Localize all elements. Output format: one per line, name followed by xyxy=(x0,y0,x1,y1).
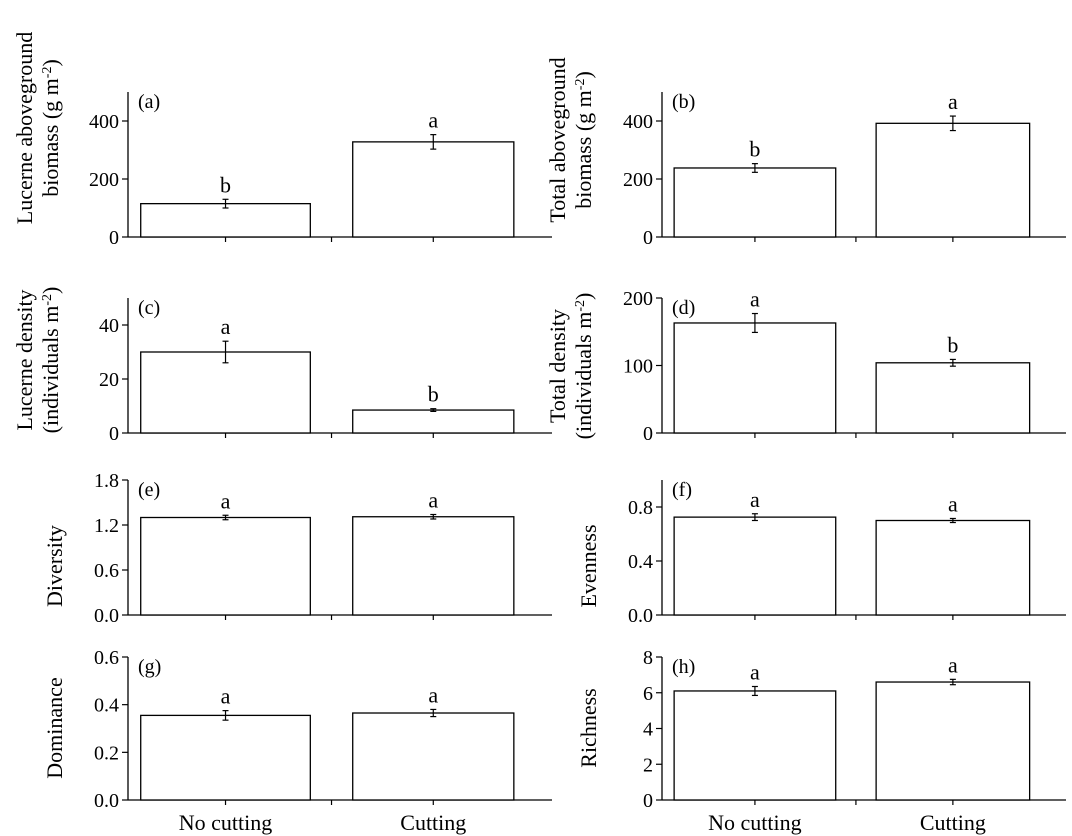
y-axis-title-units: (individuals m-2) xyxy=(571,293,596,440)
y-axis-title: Total aboveground xyxy=(545,57,570,222)
y-tick-label: 400 xyxy=(623,111,653,133)
panel-label: (d) xyxy=(672,297,695,319)
x-category-label: Cutting xyxy=(400,810,466,835)
bar-cutting xyxy=(875,519,1031,616)
y-tick-label: 200 xyxy=(623,169,653,191)
y-axis-title: Total density xyxy=(545,309,570,423)
panel-label: (c) xyxy=(138,297,160,319)
panel-d: 0 100 200 a b (d) Total density (individuals m-… xyxy=(545,287,1066,445)
significance-letter: a xyxy=(428,108,438,133)
bar-no-cutting xyxy=(673,690,837,801)
significance-letter: a xyxy=(221,488,231,513)
bar-cutting xyxy=(352,516,515,616)
significance-letter: b xyxy=(947,332,958,357)
bar-cutting xyxy=(875,681,1031,801)
y-tick-label: 20 xyxy=(99,369,119,391)
y-tick-label: 0.0 xyxy=(94,605,119,627)
y-axis-title: Diversity xyxy=(42,525,67,607)
significance-letter: a xyxy=(750,487,760,512)
bar-no-cutting xyxy=(673,322,837,434)
significance-letter: a xyxy=(428,488,438,513)
y-axis-title-units: (individuals m-2) xyxy=(38,287,63,434)
y-tick-label: 200 xyxy=(89,169,119,191)
significance-letter: a xyxy=(750,659,760,684)
significance-letter: a xyxy=(750,287,760,312)
panel-h: 0 2 4 6 8 a a (h) Richness No cutting Cutting xyxy=(576,647,1066,835)
y-tick-label: 4 xyxy=(643,719,653,741)
bar-cutting xyxy=(875,362,1031,434)
panel-label: (a) xyxy=(138,91,160,113)
y-tick-label: 0.0 xyxy=(94,790,119,812)
y-axis-title-units: biomass (g m-2) xyxy=(571,71,596,209)
y-tick-label: 0.6 xyxy=(94,560,119,582)
y-axis-title-units: biomass (g m-2) xyxy=(38,59,63,197)
panel-e: 0.0 0.6 1.2 1.8 a a (e) Diversity xyxy=(42,470,552,627)
bar-no-cutting xyxy=(140,351,311,434)
significance-letter: a xyxy=(948,89,958,114)
panel-label: (h) xyxy=(672,656,695,678)
x-category-label: No cutting xyxy=(179,810,273,835)
x-category-label: Cutting xyxy=(920,810,986,835)
y-tick-label: 2 xyxy=(643,754,653,776)
significance-letter: a xyxy=(221,684,231,709)
y-tick-label: 0.4 xyxy=(628,551,653,573)
significance-letter: a xyxy=(948,652,958,677)
panel-f: 0.0 0.4 0.8 a a (f) Evenness xyxy=(576,479,1066,627)
panel-g: 0.0 0.2 0.4 0.6 a a (g) Dominance No cutting Cutt… xyxy=(42,647,552,835)
bar-no-cutting xyxy=(673,167,837,238)
y-tick-label: 1.8 xyxy=(94,470,119,492)
bar-cutting xyxy=(352,409,515,434)
x-category-label: No cutting xyxy=(708,810,802,835)
y-axis-title: Lucerne aboveground xyxy=(12,32,37,224)
y-tick-label: 0.6 xyxy=(94,647,119,669)
panel-label: (e) xyxy=(138,479,160,501)
panel-b: 0 200 400 b a (b) Total aboveground biomass (g … xyxy=(545,57,1066,249)
y-axis-title: Richness xyxy=(576,688,601,767)
y-tick-label: 0 xyxy=(643,423,653,445)
panel-label: (f) xyxy=(672,479,692,501)
bar-cutting xyxy=(875,122,1031,238)
y-tick-label: 400 xyxy=(89,111,119,133)
y-tick-label: 0 xyxy=(109,227,119,249)
y-tick-label: 8 xyxy=(643,647,653,669)
significance-letter: b xyxy=(220,172,231,197)
significance-letter: a xyxy=(948,491,958,516)
y-tick-label: 0 xyxy=(643,227,653,249)
bar-cutting xyxy=(352,712,515,801)
panel-c: 0 20 40 a b (c) Lucerne density (individuals m-… xyxy=(12,287,552,445)
bar-no-cutting xyxy=(140,714,311,801)
y-tick-label: 0.2 xyxy=(94,742,119,764)
y-axis-title: Lucerne density xyxy=(12,289,37,430)
bar-no-cutting xyxy=(140,516,311,616)
panel-a: 0 200 400 b a (a) Lucerne aboveground biomass (… xyxy=(12,32,552,249)
y-axis-title: Dominance xyxy=(42,677,67,778)
panel-label: (g) xyxy=(138,656,161,678)
bar-no-cutting xyxy=(673,516,837,616)
significance-letter: a xyxy=(221,314,231,339)
y-tick-label: 0.8 xyxy=(628,497,653,519)
y-tick-label: 0.4 xyxy=(94,695,119,717)
y-tick-label: 0 xyxy=(109,423,119,445)
bar-cutting xyxy=(352,141,515,238)
bar-no-cutting xyxy=(140,202,311,238)
y-tick-label: 0 xyxy=(643,790,653,812)
y-tick-label: 100 xyxy=(623,356,653,378)
y-tick-label: 1.2 xyxy=(94,515,119,537)
significance-letter: b xyxy=(749,137,760,162)
y-tick-label: 6 xyxy=(643,683,653,705)
significance-letter: b xyxy=(428,382,439,407)
y-tick-label: 200 xyxy=(623,288,653,310)
y-axis-title: Evenness xyxy=(576,524,601,607)
y-tick-label: 0.0 xyxy=(628,605,653,627)
panel-label: (b) xyxy=(672,91,695,113)
significance-letter: a xyxy=(428,682,438,707)
y-tick-label: 40 xyxy=(99,315,119,337)
